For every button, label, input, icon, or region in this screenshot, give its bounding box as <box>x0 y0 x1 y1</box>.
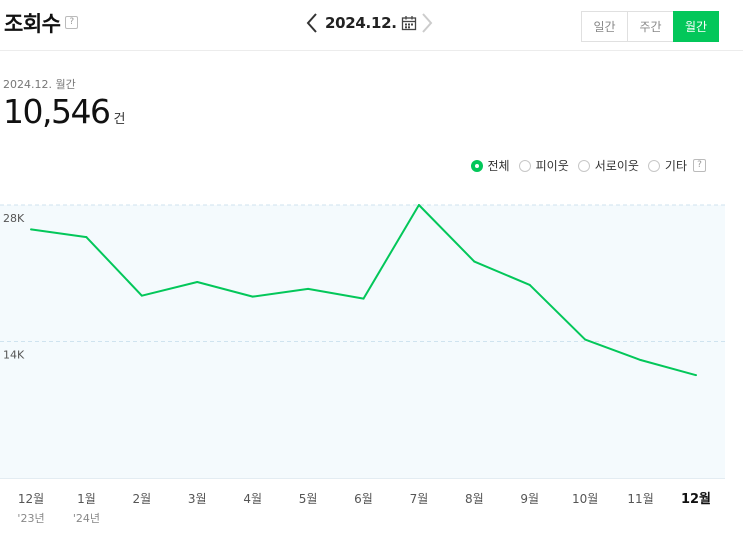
radio-icon <box>577 159 590 172</box>
next-arrow-icon[interactable] <box>420 11 434 35</box>
data-point <box>196 281 199 284</box>
radio-icon <box>647 159 660 172</box>
data-point <box>417 204 420 206</box>
total-unit: 건 <box>113 112 126 127</box>
calendar-icon[interactable] <box>400 14 418 32</box>
help-icon[interactable]: ? <box>65 16 78 29</box>
legend: 전체 피이웃 서로이웃 기타 ? <box>462 157 706 174</box>
radio-icon <box>470 159 483 172</box>
summary-period: 2024.12. 월간 <box>3 78 76 91</box>
header-divider <box>0 50 743 51</box>
legend-item-neighbors[interactable]: 피이웃 <box>518 157 569 174</box>
current-date: 2024.12. <box>325 14 397 32</box>
legend-item-mutual[interactable]: 서로이웃 <box>577 157 639 174</box>
x-tick-label: 12월 <box>681 491 711 507</box>
x-tick-label: 1월 <box>77 492 96 506</box>
page-title: 조회수 ? <box>4 8 78 38</box>
y-tick-label: 14K <box>3 349 25 362</box>
tab-weekly[interactable]: 주간 <box>627 11 673 42</box>
legend-item-other[interactable]: 기타 <box>647 157 687 174</box>
data-point <box>695 374 697 377</box>
data-point <box>584 338 587 341</box>
period-tabs: 일간 주간 월간 <box>581 11 719 42</box>
x-tick-label: 9월 <box>520 492 539 506</box>
data-point <box>362 297 365 300</box>
radio-icon <box>518 159 531 172</box>
legend-label: 서로이웃 <box>594 159 639 173</box>
data-point <box>251 295 254 298</box>
title-text: 조회수 <box>4 12 61 36</box>
legend-label: 피이웃 <box>535 159 569 173</box>
x-tick-label: 7월 <box>410 492 429 506</box>
tab-daily[interactable]: 일간 <box>581 11 627 42</box>
tab-monthly[interactable]: 월간 <box>673 11 719 42</box>
date-navigator: 2024.12. <box>305 10 434 36</box>
data-point <box>473 260 476 263</box>
x-tick-label: 2월 <box>132 492 151 506</box>
data-point <box>528 283 531 286</box>
data-point <box>85 236 88 239</box>
x-tick-label: 5월 <box>299 492 318 506</box>
legend-label: 기타 <box>664 159 687 173</box>
summary-total: 10,546 건 <box>3 92 125 131</box>
x-tick-label: 12월 <box>18 492 44 506</box>
y-tick-label: 28K <box>3 212 25 225</box>
prev-arrow-icon[interactable] <box>305 11 319 35</box>
x-tick-label: 4월 <box>243 492 262 506</box>
x-tick-label: 6월 <box>354 492 373 506</box>
data-point <box>307 287 310 290</box>
data-point <box>639 359 642 362</box>
x-tick-label: 3월 <box>188 492 207 506</box>
data-point <box>30 228 32 231</box>
x-year-label: '24년 <box>73 512 100 525</box>
x-tick-label: 8월 <box>465 492 484 506</box>
data-point <box>140 294 143 297</box>
legend-item-all[interactable]: 전체 <box>470 157 510 174</box>
total-value: 10,546 <box>3 92 111 131</box>
x-tick-label: 11월 <box>627 492 653 506</box>
legend-label: 전체 <box>487 159 510 173</box>
x-year-label: '23년 <box>17 512 44 525</box>
x-tick-label: 10월 <box>572 492 598 506</box>
help-icon[interactable]: ? <box>693 159 706 172</box>
